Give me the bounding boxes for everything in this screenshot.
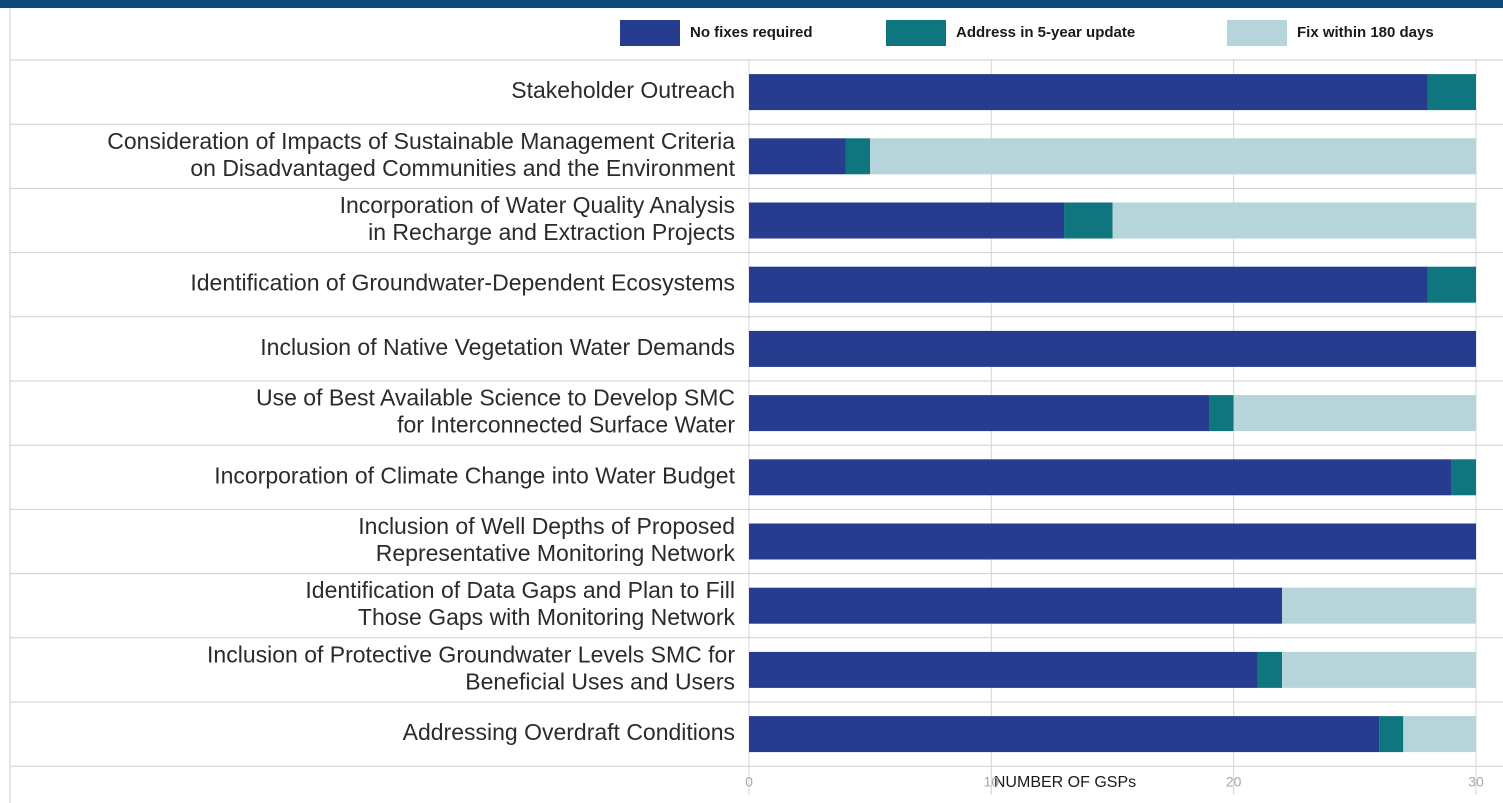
category-label: Inclusion of Native Vegetation Water Dem… [260,334,735,360]
bar-segment [870,138,1476,175]
bar-segment [1233,395,1476,432]
bar-segment [749,523,1476,560]
category-label: Incorporation of Water Quality Analysis i… [340,192,735,245]
bar-segment [1064,202,1113,239]
legend-swatch [886,20,946,46]
category-label: Identification of Data Gaps and Plan to … [305,577,735,630]
legend-swatch [620,20,680,46]
top-band [0,0,1503,8]
bar-segment [1282,587,1476,624]
legend-label: Fix within 180 days [1297,24,1434,41]
legend-label: Address in 5-year update [956,24,1135,41]
bar-segment [1209,395,1234,432]
bar-segment [1282,651,1476,688]
bar-segment [1379,716,1404,753]
bar-segment [749,716,1380,753]
bar-segment [1451,459,1476,496]
bar-segment [749,587,1283,624]
category-label: Stakeholder Outreach [511,77,735,103]
category-label: Identification of Groundwater-Dependent … [190,270,735,296]
category-label: Use of Best Available Science to Develop… [256,385,735,438]
x-tick-label: 20 [1226,774,1242,790]
legend-label: No fixes required [690,24,813,41]
x-tick-label: 10 [984,774,1000,790]
bar-segment [1403,716,1476,753]
bar-segment [749,138,846,175]
x-tick-label: 30 [1468,774,1484,790]
bar-segment [1112,202,1476,239]
category-label: Inclusion of Protective Groundwater Leve… [207,641,735,694]
bar-segment [1427,74,1476,111]
bar-segment [845,138,871,175]
bar-segment [749,459,1452,496]
x-axis-label: NUMBER OF GSPs [994,774,1136,791]
bar-segment [749,266,1428,303]
bar-segment [1257,651,1283,688]
category-label: Inclusion of Well Depths of Proposed Repr… [358,513,735,566]
legend-swatch [1227,20,1287,46]
category-label: Consideration of Impacts of Sustainable … [107,128,735,181]
category-label: Addressing Overdraft Conditions [403,719,735,745]
bar-segment [749,202,1065,239]
bar-segment [1427,266,1476,303]
bar-segment [749,395,1210,432]
bar-segment [749,330,1476,367]
x-tick-label: 0 [745,774,753,790]
bar-segment [749,651,1258,688]
category-label: Incorporation of Climate Change into Wat… [214,462,735,488]
bar-segment [749,74,1428,111]
